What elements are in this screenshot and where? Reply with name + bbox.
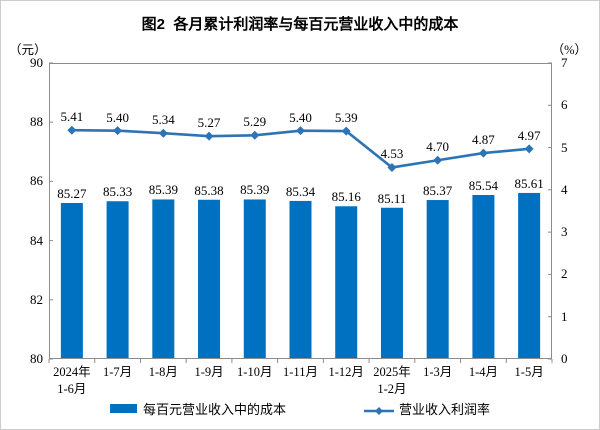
line-marker-icon	[296, 126, 305, 136]
y-axis-tick-label-right: 1	[561, 308, 568, 324]
line-marker-icon	[524, 144, 534, 154]
x-axis-category-label: 2024年 1-6月	[53, 365, 91, 396]
cost-bar	[472, 195, 495, 358]
y-axis-tick-label-left: 86	[30, 173, 43, 189]
plot-border	[49, 63, 552, 359]
y-axis-tick-label-right: 7	[561, 55, 568, 70]
x-axis-category-label: 1-11月	[283, 365, 318, 379]
bar-value-label: 85.27	[57, 186, 87, 201]
x-axis-category-label: 1-4月	[468, 365, 498, 379]
legend-item-cost: 每百元营业收入中的成本	[109, 399, 286, 418]
y-axis-tick-label-left: 80	[30, 351, 43, 366]
bar-series-swatch-icon	[109, 404, 137, 413]
line-swatch-canvas	[364, 406, 394, 415]
line-marker-icon	[113, 126, 123, 136]
x-axis-category-label: 1-5月	[514, 365, 544, 379]
y-axis-tick-label-right: 6	[561, 97, 568, 113]
plot-area: 85.27 85.33 85.39 85.38 85.39 85.34 85.16 85.11…	[48, 62, 553, 363]
left-axis-unit: （元）	[9, 43, 47, 57]
legend-label-cost: 每百元营业收入中的成本	[142, 402, 286, 417]
cost-bar	[60, 203, 83, 358]
x-axis-category-label: 1-8月	[148, 365, 178, 379]
cost-bar	[335, 206, 358, 358]
line-marker-icon	[387, 162, 397, 172]
bar-value-label: 85.11	[377, 190, 407, 206]
y-axis-tick-label-right: 4	[561, 181, 568, 197]
line-value-label: 4.97	[517, 127, 541, 143]
line-marker-icon	[67, 125, 77, 135]
line-marker-icon	[250, 130, 260, 140]
cost-bar	[243, 199, 266, 358]
line-value-label: 5.40	[289, 109, 312, 125]
x-axis-category-label: 1-3月	[423, 365, 453, 379]
bar-value-label: 85.38	[194, 182, 224, 198]
y-axis-tick-label-left: 90	[30, 55, 43, 70]
y-axis-tick-label-left: 88	[30, 114, 43, 130]
legend-label-profit-rate: 营业收入利润率	[399, 402, 491, 417]
x-axis-category-label: 1-7月	[102, 365, 133, 379]
y-axis-tick-label-left: 82	[30, 291, 43, 307]
line-value-label: 5.29	[243, 114, 267, 130]
y-axis-tick-label-right: 5	[561, 139, 568, 155]
line-value-label: 5.27	[197, 115, 221, 131]
y-axis-tick-label-right: 2	[561, 266, 568, 282]
x-axis-category-label: 1-12月	[328, 365, 364, 379]
bar-value-label: 85.39	[148, 182, 178, 198]
legend-item-profit-rate: 营业收入利润率	[364, 399, 490, 418]
y-axis-tick-label-left: 84	[30, 232, 43, 248]
x-axis-category-label: 2025年 1-2月	[373, 365, 411, 396]
bar-value-label: 85.61	[514, 175, 544, 191]
line-value-label: 5.39	[334, 110, 358, 126]
line-value-label: 4.70	[426, 139, 450, 155]
x-axis-category-label: 1-10月	[237, 365, 273, 379]
y-axis-tick-label-right: 3	[561, 224, 568, 240]
line-value-label: 5.41	[60, 109, 84, 125]
x-axis-category-label: 1-9月	[194, 365, 224, 379]
line-marker-icon	[341, 126, 351, 136]
cost-bar	[380, 207, 403, 358]
y-axis-tick-label-right: 0	[561, 351, 568, 366]
chart-title: 图2 各月累计利润率与每百元营业收入中的成本	[141, 16, 459, 33]
line-marker-icon	[478, 148, 488, 158]
line-marker-icon	[433, 155, 443, 165]
line-marker-icon	[158, 128, 168, 138]
cost-bar	[198, 199, 221, 358]
cost-bar	[426, 200, 449, 358]
line-value-label: 5.40	[106, 109, 129, 125]
right-axis-unit: （%）	[551, 43, 587, 57]
line-marker-icon	[204, 131, 214, 141]
legend: 每百元营业收入中的成本 营业收入利润率	[1, 399, 599, 418]
line-series-swatch-icon	[364, 404, 394, 415]
line-value-label: 4.87	[472, 132, 495, 148]
cost-bar	[152, 199, 175, 358]
plot-canvas	[48, 62, 553, 363]
line-value-label: 5.34	[151, 112, 175, 128]
bar-value-label: 85.54	[468, 178, 499, 194]
bar-value-label: 85.34	[285, 183, 316, 199]
cost-bar	[106, 201, 129, 358]
line-value-label: 4.53	[380, 146, 404, 162]
bar-value-label: 85.37	[423, 183, 453, 199]
cost-bar	[518, 192, 541, 358]
bar-value-label: 85.16	[331, 189, 361, 205]
diamond-marker-icon	[375, 406, 383, 415]
bar-value-label: 85.39	[240, 182, 270, 198]
cost-bar	[289, 200, 312, 358]
bar-value-label: 85.33	[102, 184, 133, 200]
